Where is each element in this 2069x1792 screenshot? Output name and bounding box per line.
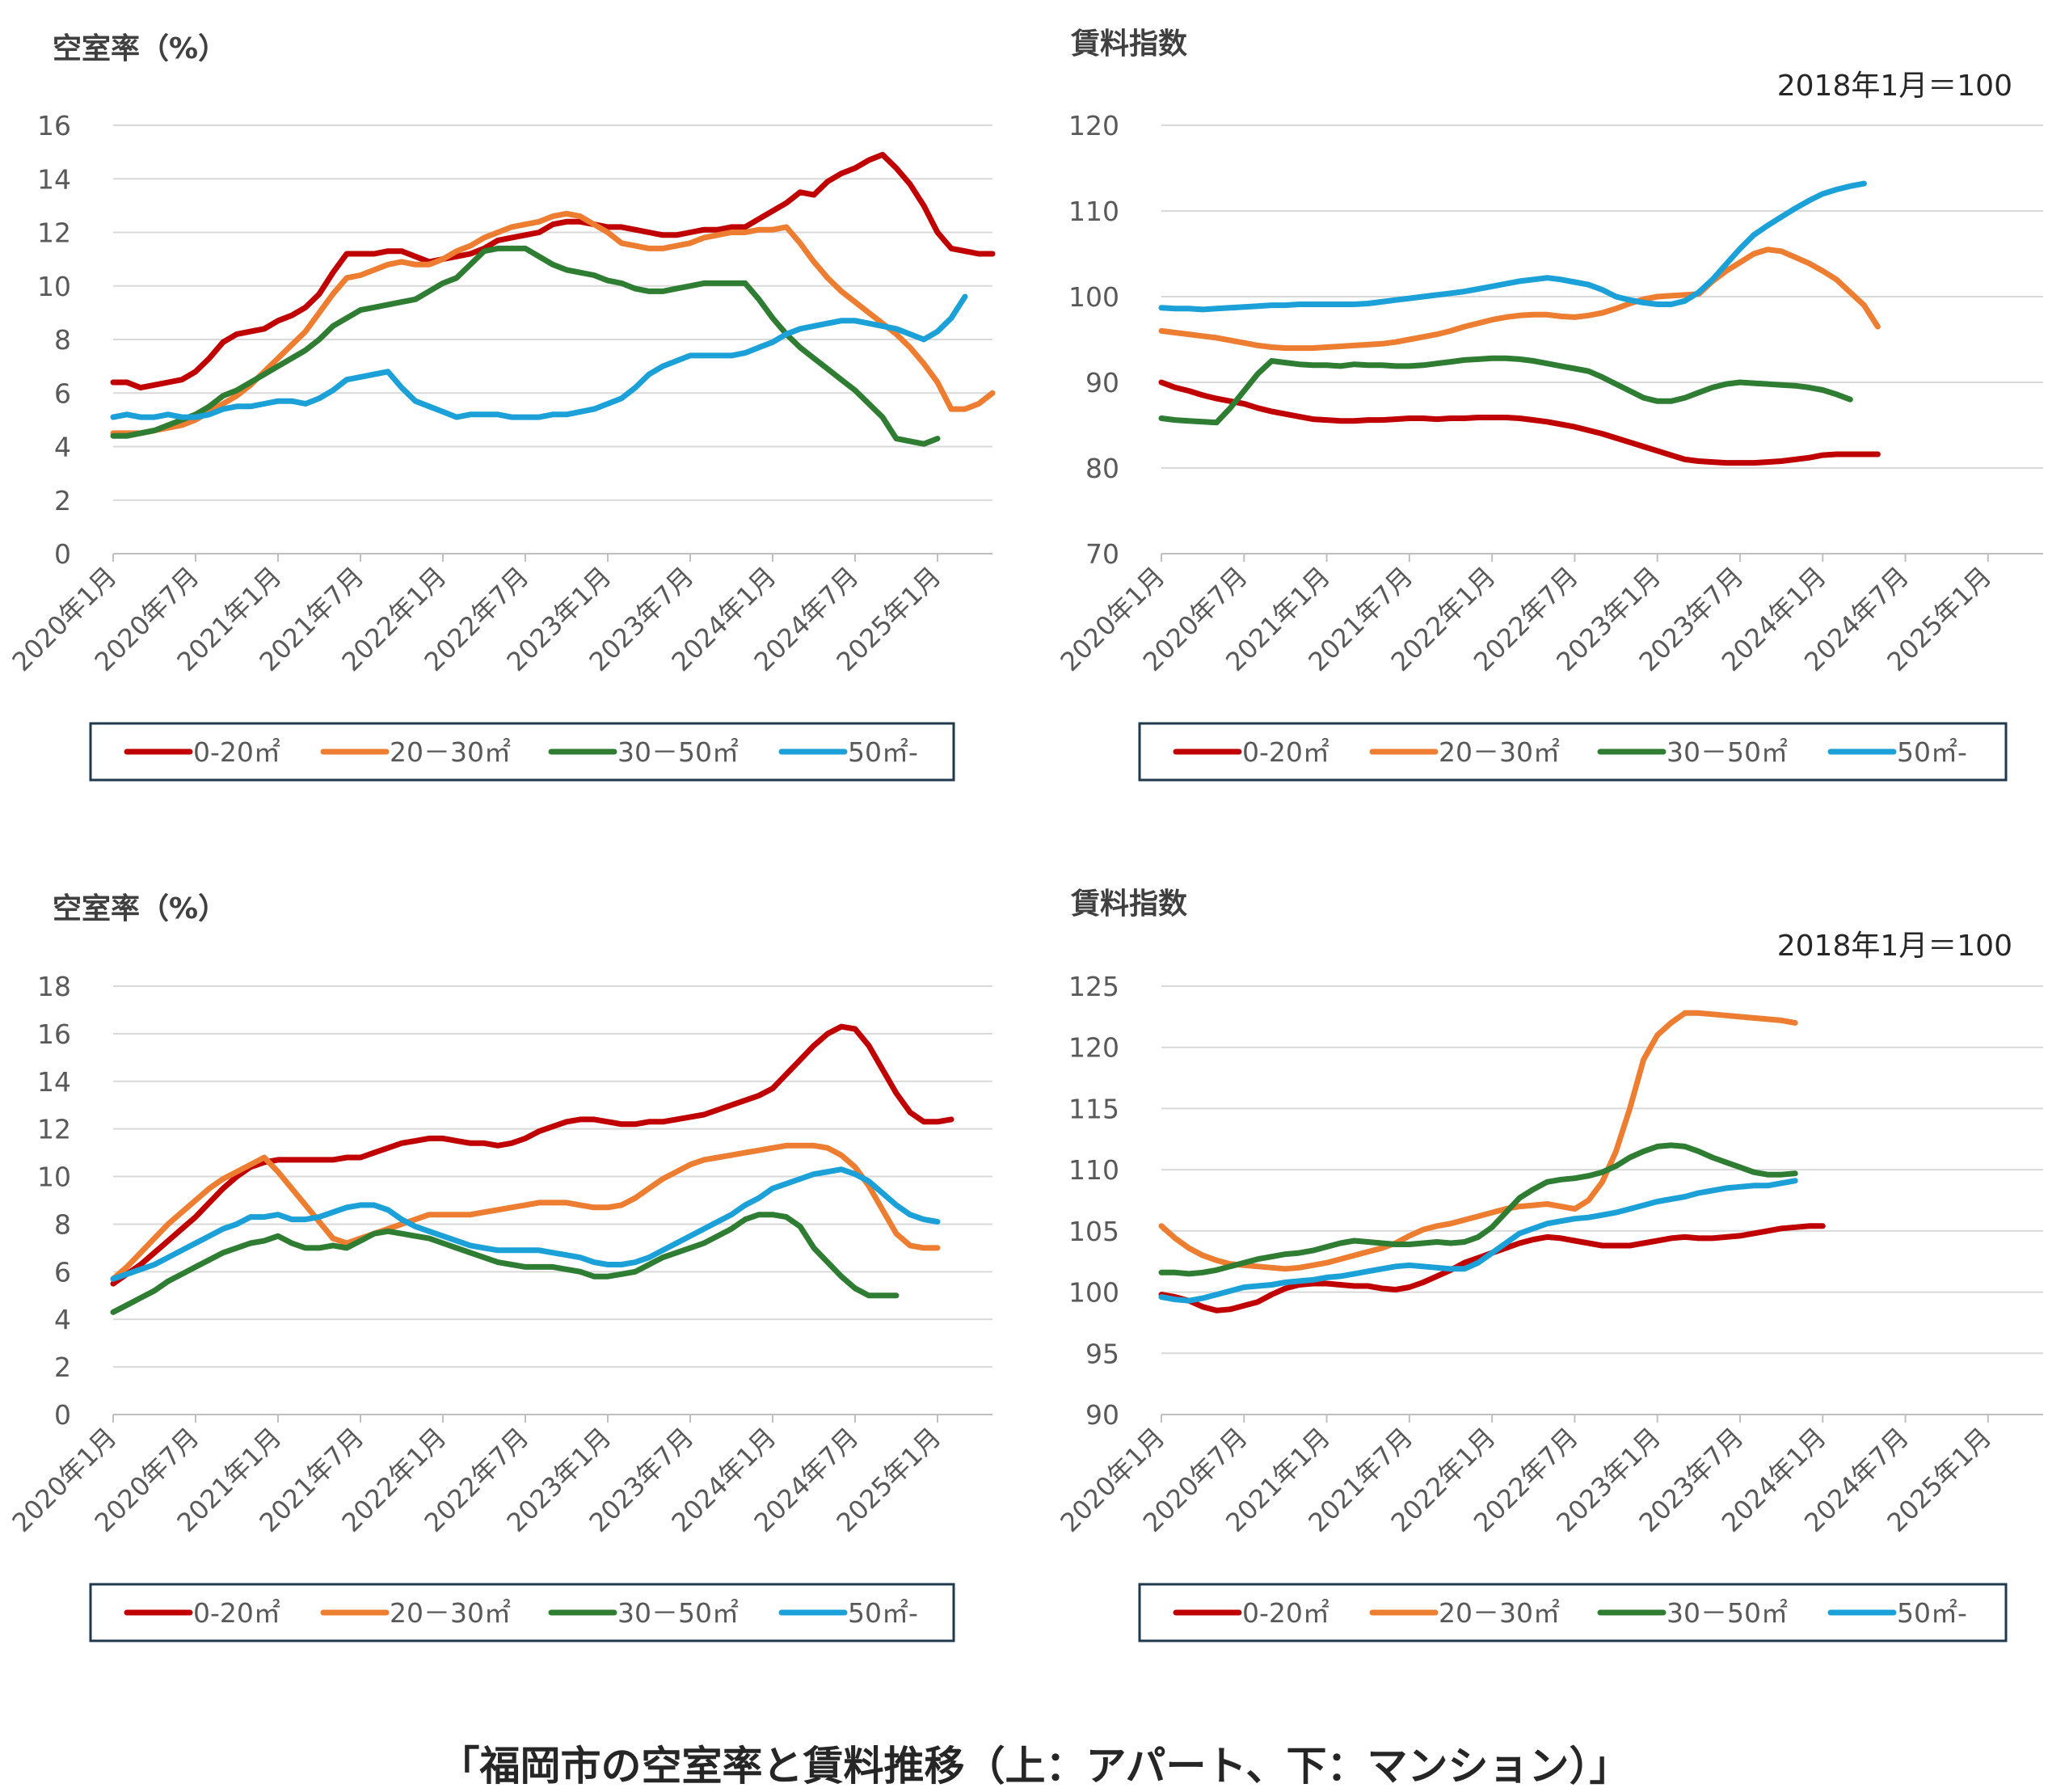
y-tick-label: 100 — [1068, 281, 1119, 313]
y-tick-label: 125 — [1068, 971, 1119, 1002]
chart-mansion-rent: 賃料指数2018年1月＝1009095100105110115120125202… — [1055, 888, 2043, 1642]
chart-title: 空室率（%） — [53, 32, 227, 65]
y-tick-label: 18 — [37, 971, 71, 1002]
base-index-note: 2018年1月＝100 — [1777, 70, 2012, 103]
y-tick-label: 90 — [1085, 367, 1119, 398]
chart-title: 賃料指数 — [1070, 27, 1187, 61]
y-tick-label: 12 — [37, 217, 71, 249]
y-tick-label: 95 — [1085, 1338, 1119, 1369]
y-tick-label: 100 — [1068, 1277, 1119, 1309]
y-tick-label: 120 — [1068, 110, 1119, 141]
series-line-2 — [1158, 1010, 1798, 1272]
y-tick-label: 110 — [1068, 1154, 1119, 1186]
series-line-4 — [1158, 180, 1867, 313]
legend-label: 30－50㎡ — [617, 736, 739, 768]
y-tick-label: 0 — [54, 1399, 71, 1431]
series-line-3 — [110, 245, 941, 447]
legend-label: 0-20㎡ — [1242, 736, 1329, 768]
chart-apartment-vacancy: 空室率（%）02468101214162020年1月2020年7月2021年1月… — [6, 32, 996, 782]
legend-label: 20－30㎡ — [390, 736, 511, 768]
series-line-3 — [1158, 355, 1853, 426]
y-tick-label: 8 — [54, 1208, 71, 1240]
y-tick-label: 16 — [37, 1018, 71, 1050]
y-tick-label: 10 — [37, 271, 71, 302]
legend-label: 0-20㎡ — [1242, 1597, 1329, 1629]
y-tick-label: 14 — [37, 163, 71, 195]
legend-label: 30－50㎡ — [1667, 1597, 1788, 1629]
y-tick-label: 70 — [1085, 538, 1119, 570]
legend-label: 0-20㎡ — [193, 1597, 280, 1629]
legend-label: 50㎡- — [1897, 1597, 1967, 1629]
y-tick-label: 8 — [54, 324, 71, 356]
legend-label: 30－50㎡ — [1667, 736, 1788, 768]
y-tick-label: 6 — [54, 1256, 71, 1288]
y-tick-label: 2 — [54, 485, 71, 517]
y-tick-label: 115 — [1068, 1093, 1119, 1124]
series-line-2 — [1158, 247, 1881, 352]
y-tick-label: 120 — [1068, 1032, 1119, 1064]
y-tick-label: 90 — [1085, 1399, 1119, 1431]
series-line-3 — [110, 1212, 900, 1315]
base-index-note: 2018年1月＝100 — [1777, 930, 2012, 963]
chart-title: 賃料指数 — [1070, 888, 1187, 921]
y-tick-label: 16 — [37, 110, 71, 141]
y-tick-label: 10 — [37, 1162, 71, 1193]
chart-mansion-vacancy: 空室率（%）0246810121416182020年1月2020年7月2021年… — [6, 892, 992, 1642]
legend-label: 20－30㎡ — [1439, 1597, 1560, 1629]
series-line-1 — [110, 151, 996, 391]
y-tick-label: 14 — [37, 1066, 71, 1098]
y-tick-label: 110 — [1068, 196, 1119, 227]
series-line-4 — [110, 1166, 941, 1282]
y-tick-label: 6 — [54, 377, 71, 409]
legend-label: 50㎡- — [848, 1597, 918, 1629]
legend-label: 50㎡- — [848, 736, 918, 768]
chart-apartment-rent: 賃料指数2018年1月＝1007080901001101202020年1月202… — [1055, 27, 2043, 782]
y-tick-label: 12 — [37, 1114, 71, 1145]
legend-label: 20－30㎡ — [390, 1597, 511, 1629]
y-tick-label: 105 — [1068, 1216, 1119, 1247]
legend-box — [1138, 722, 2008, 782]
series-line-4 — [110, 293, 968, 420]
y-tick-label: 80 — [1085, 453, 1119, 484]
legend-label: 50㎡- — [1897, 736, 1967, 768]
series-line-1 — [1158, 379, 1881, 466]
series-line-4 — [1158, 1178, 1798, 1304]
y-tick-label: 4 — [54, 432, 71, 463]
chart-title: 空室率（%） — [53, 892, 227, 926]
series-line-3 — [1158, 1142, 1798, 1277]
y-tick-label: 4 — [54, 1304, 71, 1335]
legend-label: 30－50㎡ — [617, 1597, 739, 1629]
legend-label: 20－30㎡ — [1439, 736, 1560, 768]
y-tick-label: 2 — [54, 1351, 71, 1383]
y-tick-label: 0 — [54, 538, 71, 570]
legend-label: 0-20㎡ — [193, 736, 280, 768]
series-line-2 — [110, 1142, 941, 1282]
figure-caption: 「福岡市の空室率と賃料推移（上：アパート、下：マンション）」 — [439, 1743, 1630, 1790]
